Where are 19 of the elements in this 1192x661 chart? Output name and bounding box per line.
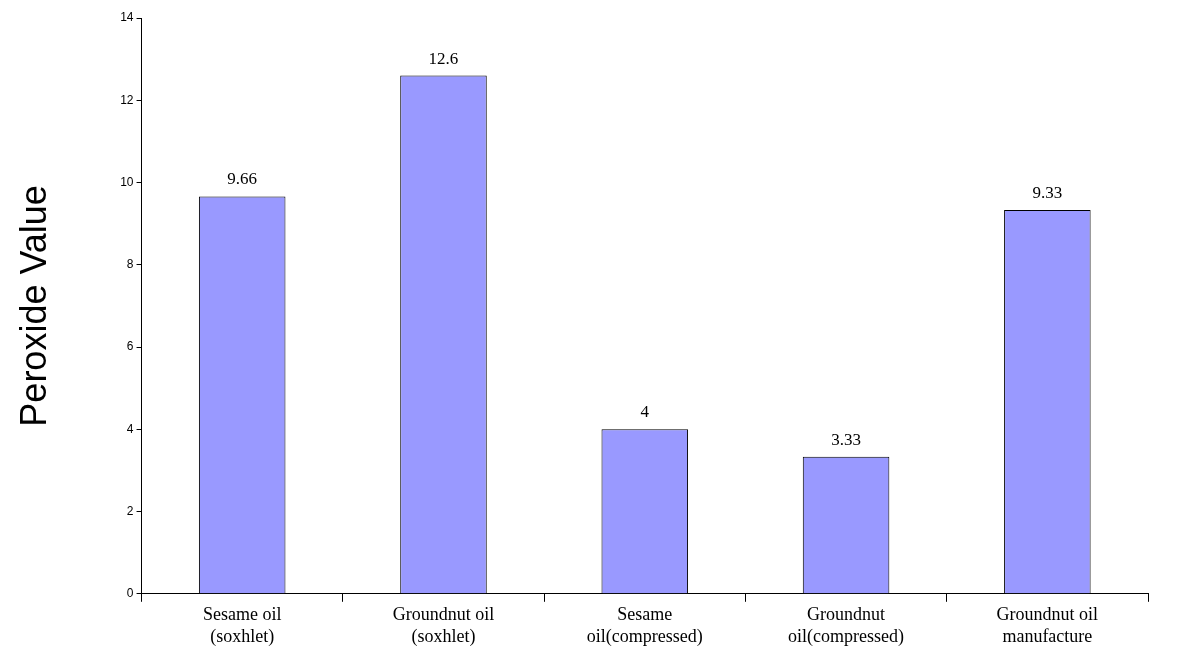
data-label: 3.33	[831, 429, 861, 449]
y-tick-label: 4	[126, 421, 134, 436]
y-tick-label: 6	[126, 339, 134, 354]
y-tick-label: 12	[120, 92, 134, 107]
data-label: 12.6	[428, 48, 459, 68]
y-tick-label: 10	[120, 174, 134, 189]
x-tick-label: Groundnut oil manufacture	[996, 604, 1099, 646]
x-tick-label: Groundnut oil(compressed)	[788, 604, 905, 647]
y-tick-label: 8	[126, 257, 134, 272]
y-tick-label: 0	[126, 586, 134, 601]
y-axis-title: Peroxide Value	[12, 185, 54, 427]
data-label: 9.66	[227, 169, 258, 189]
y-tick-label: 2	[126, 503, 134, 518]
x-tick-label: Groundnut oil (soxhlet)	[392, 604, 495, 647]
data-label: 4	[640, 402, 650, 422]
data-label: 9.33	[1032, 183, 1063, 203]
x-tick-label: Sesame oil(compressed)	[586, 604, 703, 647]
y-tick-label: 14	[120, 10, 134, 25]
x-tick-label: Sesame oil (soxhlet)	[202, 604, 282, 647]
